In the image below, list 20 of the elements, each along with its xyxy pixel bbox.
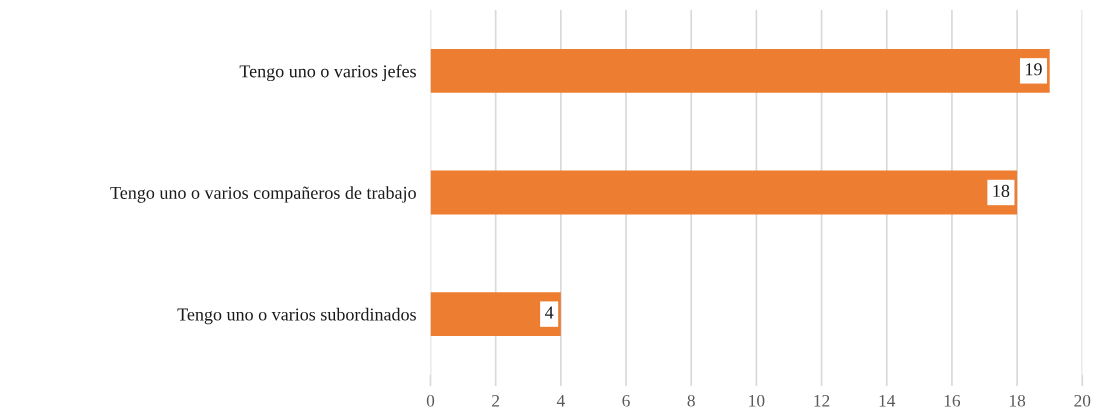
bar [430,170,1018,215]
bar [430,292,561,337]
x-tick-label: 14 [879,394,896,407]
x-tick-label: 12 [814,394,830,407]
x-tick-label: 16 [944,394,961,407]
x-tick-label: 8 [687,394,695,407]
data-label: 19 [1026,63,1042,76]
y-tick-label: Tengo uno o varios compañeros de trabajo [110,186,416,203]
data-label: 18 [993,184,1010,198]
x-tick-label: 4 [556,395,565,407]
x-tick-label: 20 [1074,394,1091,407]
x-tick-label: 0 [426,394,435,407]
x-tick-label: 10 [749,394,765,407]
x-tick-label: 2 [492,394,500,407]
x-tick-label: 18 [1009,394,1026,407]
y-tick-label: Tengo uno o varios jefes [239,64,416,82]
bar [430,48,1050,93]
data-label: 4 [545,306,554,319]
y-tick-label: Tengo uno o varios subordinados [177,307,416,325]
x-tick-label: 6 [622,394,630,407]
